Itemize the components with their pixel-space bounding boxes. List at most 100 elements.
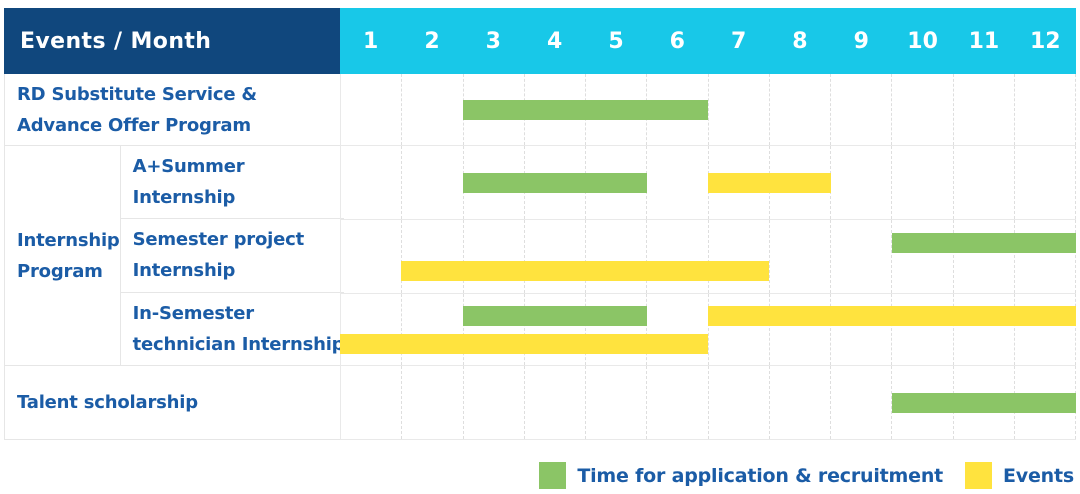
grid-cell xyxy=(831,74,893,145)
grid-cell xyxy=(770,74,831,145)
grid-cell xyxy=(709,220,770,293)
legend-label-events: Events xyxy=(1003,464,1074,487)
grid-cell xyxy=(586,294,648,365)
row-label-semester-project-internship: Semester project Internship xyxy=(120,219,345,293)
grid-cell xyxy=(1015,294,1076,365)
gantt-bar-events xyxy=(708,172,831,193)
month-header-cell: 8 xyxy=(792,28,808,54)
group-label-internship-program: Internship Program xyxy=(5,146,120,365)
row-label-line: Internship xyxy=(132,260,236,282)
gantt-bar-application xyxy=(462,172,647,193)
legend-item-events: Events xyxy=(965,462,1074,489)
grid-cell xyxy=(954,74,1015,145)
grid-cell xyxy=(709,74,770,145)
chart-row xyxy=(340,220,1076,294)
grid-cell xyxy=(464,294,525,365)
group-label-line: Program xyxy=(17,260,103,282)
corner-header-cell: Events / Month xyxy=(4,8,340,74)
grid-cell xyxy=(586,220,648,293)
grid-cell xyxy=(1015,220,1076,293)
month-header-cell: 7 xyxy=(730,28,747,54)
row-label-rd-substitute: RD Substitute Service & Advance Offer Pr… xyxy=(5,74,340,146)
group-label-line: Internship xyxy=(17,229,120,251)
table-body: RD Substitute Service & Advance Offer Pr… xyxy=(4,74,1076,440)
grid-cell xyxy=(402,366,464,439)
grid-cell xyxy=(402,74,464,145)
grid-cell xyxy=(954,220,1015,293)
grid-cell xyxy=(586,146,648,219)
row-label-line: Semester project xyxy=(132,229,305,251)
gantt-bar-application xyxy=(462,305,647,326)
row-label-line: RD Substitute Service & xyxy=(17,83,257,105)
corner-header-label: Events / Month xyxy=(20,28,212,54)
legend: Time for application & recruitment Event… xyxy=(539,462,1074,489)
grid-cell xyxy=(402,294,464,365)
legend-label-application: Time for application & recruitment xyxy=(577,464,944,487)
grid-cell xyxy=(892,146,954,219)
grid-cell xyxy=(831,294,893,365)
grid-cell xyxy=(709,294,770,365)
grid-cell xyxy=(831,220,893,293)
grid-cell xyxy=(402,220,464,293)
grid-cell xyxy=(647,294,709,365)
grid-cell xyxy=(892,220,954,293)
chart-row xyxy=(340,366,1076,440)
grid-cell xyxy=(340,74,403,145)
grid-cell xyxy=(525,220,586,293)
gantt-bar-events xyxy=(401,260,770,281)
grid-cell xyxy=(647,220,709,293)
grid-cell xyxy=(831,366,893,439)
month-header-cell: 12 xyxy=(1029,28,1061,54)
grid-cell xyxy=(892,74,954,145)
gantt-table: Events / Month 1 2 3 4 5 6 7 8 9 10 11 12 RD Substi… xyxy=(4,8,1076,440)
grid-cell xyxy=(647,74,709,145)
legend-item-application: Time for application & recruitment xyxy=(539,462,943,489)
row-label-line: In-Semester xyxy=(132,302,255,324)
grid-cell xyxy=(892,294,954,365)
month-header-cell: 9 xyxy=(853,28,869,54)
grid-cell xyxy=(647,366,709,439)
grid-cell xyxy=(770,366,831,439)
gantt-bar-events xyxy=(708,305,1076,326)
grid-cell xyxy=(954,294,1015,365)
row-label-line: technician Internship xyxy=(132,333,345,355)
chart-row xyxy=(340,74,1076,146)
month-header-cell: 10 xyxy=(907,28,938,54)
gantt-bar-application xyxy=(892,232,1076,253)
month-header-cell: 6 xyxy=(669,28,685,54)
grid-cell xyxy=(647,146,709,219)
month-header-cell: 4 xyxy=(546,28,563,54)
grid-cell xyxy=(831,146,893,219)
chart-row xyxy=(340,146,1076,220)
row-label-line: A+Summer xyxy=(132,156,245,178)
grid-cell xyxy=(340,366,403,439)
gantt-bar-application xyxy=(462,99,708,120)
row-label-a-plus-summer-internship: A+Summer Internship xyxy=(120,146,345,220)
month-header-cell: 5 xyxy=(608,28,624,54)
table-header-row: Events / Month 1 2 3 4 5 6 7 8 9 10 11 12 xyxy=(4,8,1076,74)
grid-cell xyxy=(586,366,648,439)
legend-swatch-application xyxy=(539,462,567,489)
row-label-line: Advance Offer Program xyxy=(17,114,251,136)
grid-cell xyxy=(340,146,403,219)
grid-cell xyxy=(340,220,403,293)
grid-cell xyxy=(340,294,403,365)
gantt-bar-events xyxy=(340,333,708,354)
row-label-talent-scholarship: Talent scholarship xyxy=(5,366,340,440)
row-label-in-semester-technician-internship: In-Semester technician Internship xyxy=(121,293,345,365)
grid-cell xyxy=(954,146,1015,219)
grid-cell xyxy=(525,366,586,439)
month-header-cell: 11 xyxy=(968,28,1000,54)
internship-group-rows: Internship Program A+Summer Internship S… xyxy=(5,146,345,366)
grid-cell xyxy=(525,294,586,365)
grid-cell xyxy=(709,366,770,439)
row-label-line: Talent scholarship xyxy=(17,392,198,413)
chart-row xyxy=(340,294,1076,366)
grid-cell xyxy=(1015,74,1076,145)
legend-swatch-events xyxy=(965,462,993,489)
month-header-cell: 1 xyxy=(363,28,379,54)
grid-cell xyxy=(402,146,464,219)
chart-area xyxy=(340,74,1076,440)
grid-cell xyxy=(464,366,525,439)
